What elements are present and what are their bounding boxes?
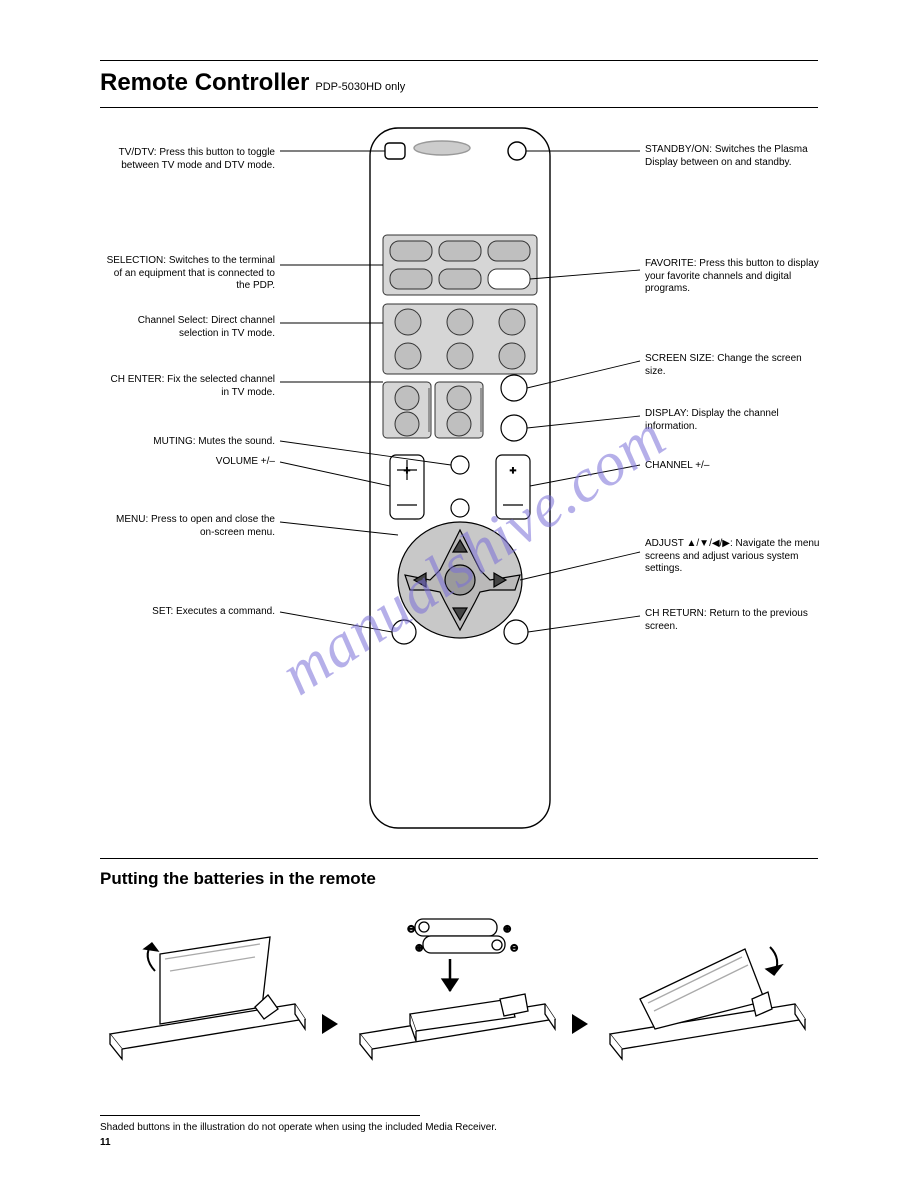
svg-text:⊖: ⊖ [407,924,415,935]
svg-text:⊖: ⊖ [510,943,518,954]
label-channel-select: Channel Select: Direct channel selection… [100,315,275,340]
label-display: DISPLAY: Display the channel information… [645,408,820,433]
footer-note: Shaded buttons in the illustration do no… [100,1122,818,1133]
label-selection: SELECTION: Switches to the terminal of a… [100,255,275,293]
label-muting: MUTING: Mutes the sound. [100,436,275,449]
svg-text:⊕: ⊕ [503,924,511,935]
footer: Shaded buttons in the illustration do no… [100,1115,818,1148]
label-menu: MENU: Press to open and close the on-scr… [100,514,275,539]
label-screen-size: SCREEN SIZE: Change the screen size. [645,353,820,378]
svg-text:⊕: ⊕ [415,943,423,954]
label-favorite: FAVORITE: Press this button to display y… [645,258,820,296]
page-number: 11 [100,1137,818,1148]
label-channel: CHANNEL +/– [645,460,820,473]
label-volume: VOLUME +/– [100,456,275,469]
label-ch-return: CH RETURN: Return to the previous screen… [645,608,820,633]
label-set: SET: Executes a command. [100,606,275,619]
svg-text:+: + [510,465,516,477]
page-title: Remote Controller [100,69,309,97]
top-rule [100,60,818,61]
battery-diagram: ⊖ ⊕ ⊕ ⊖ [100,899,818,1084]
label-tv-dtv: TV/DTV: Press this button to toggle betw… [100,147,275,172]
remote-diagram: + + [100,120,818,840]
page-subtitle: PDP-5030HD only [315,81,405,93]
label-ch-enter: CH ENTER: Fix the selected channel in TV… [100,374,275,399]
svg-text:+: + [404,465,410,477]
heading-area: Remote Controller PDP-5030HD only [100,69,818,97]
label-standby: STANDBY/ON: Switches the Plasma Display … [645,144,820,169]
label-adjust: ADJUST ▲/▼/◀/▶: Navigate the menu screen… [645,538,820,576]
sub-rule [100,858,818,859]
mid-rule [100,107,818,108]
battery-heading: Putting the batteries in the remote [100,869,818,889]
